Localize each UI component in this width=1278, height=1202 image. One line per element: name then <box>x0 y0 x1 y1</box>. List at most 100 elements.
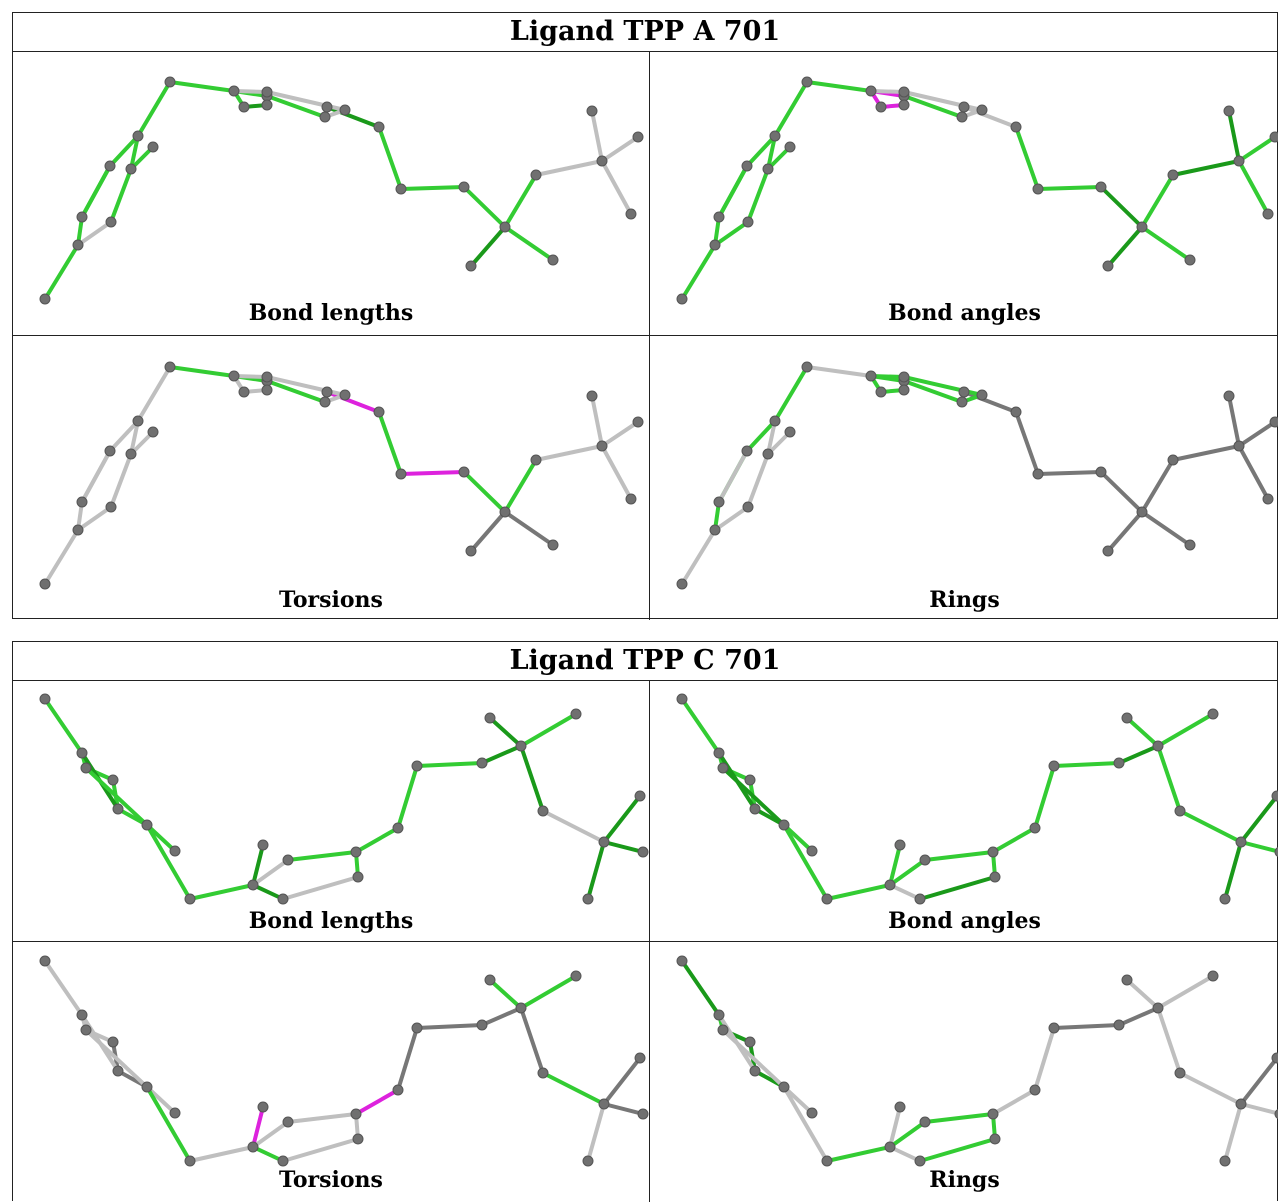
bond <box>713 220 750 247</box>
bond <box>1223 840 1243 901</box>
atom <box>105 501 117 513</box>
bond <box>462 185 507 229</box>
bond <box>1099 470 1144 514</box>
bond <box>251 858 290 887</box>
atom <box>104 445 116 457</box>
bond <box>1033 1026 1056 1092</box>
atom <box>1032 183 1044 195</box>
bond <box>396 764 419 830</box>
atom <box>530 169 542 181</box>
panel-bond-angles: Bond angles <box>650 51 1278 335</box>
atom <box>784 426 796 438</box>
bond <box>888 1105 902 1149</box>
atom <box>339 104 351 116</box>
atom <box>547 539 559 551</box>
atom <box>914 1155 926 1167</box>
atom <box>411 760 423 772</box>
atom <box>537 1067 549 1079</box>
panel-label: Rings <box>929 587 1000 613</box>
panel-torsions: Torsions <box>13 942 649 1202</box>
panel-label: Rings <box>929 1167 1000 1193</box>
bond <box>503 458 538 514</box>
atom <box>598 1098 610 1110</box>
atom <box>319 396 331 408</box>
bond <box>680 243 717 301</box>
bond <box>43 243 80 301</box>
bond <box>746 452 770 509</box>
bond <box>1156 974 1215 1010</box>
atom <box>987 1108 999 1120</box>
atom <box>632 416 644 428</box>
bond <box>188 883 255 901</box>
bond <box>869 374 906 379</box>
atom <box>547 254 559 266</box>
atom <box>598 836 610 848</box>
bond <box>1178 809 1243 844</box>
atom <box>582 893 594 905</box>
bond <box>1014 410 1040 476</box>
bond <box>1239 840 1278 854</box>
atom <box>164 76 176 88</box>
atom <box>515 1002 527 1014</box>
atom <box>465 545 477 557</box>
bond <box>519 1006 545 1075</box>
bond <box>1156 744 1182 813</box>
bond <box>168 365 236 378</box>
atom <box>1048 1022 1060 1034</box>
atom <box>76 747 88 759</box>
bond <box>251 1105 265 1149</box>
atom <box>1233 155 1245 167</box>
bond <box>1223 1102 1243 1163</box>
atom <box>749 1065 761 1077</box>
atom <box>1010 406 1022 418</box>
atom <box>169 1107 181 1119</box>
atom <box>238 101 250 113</box>
atom <box>392 1084 404 1096</box>
atom <box>1207 708 1219 720</box>
atom <box>1271 790 1278 802</box>
bond <box>469 225 507 268</box>
atom <box>458 466 470 478</box>
bond <box>1237 420 1277 448</box>
atom <box>762 163 774 175</box>
atom <box>801 76 813 88</box>
bond <box>1178 1071 1243 1106</box>
bond <box>1156 712 1215 748</box>
panel-bond-lengths: Bond lengths <box>13 680 649 941</box>
atom <box>261 99 273 111</box>
atom <box>76 211 88 223</box>
atom <box>741 160 753 172</box>
atom <box>1207 970 1219 982</box>
bond <box>251 843 265 887</box>
bond <box>281 1137 360 1163</box>
atom <box>395 183 407 195</box>
bond <box>600 444 633 501</box>
bond <box>1237 159 1270 216</box>
panel-divider-horizontal <box>13 335 1278 336</box>
atom <box>1262 208 1274 220</box>
panel-label: Torsions <box>279 1167 383 1193</box>
atom <box>141 1081 153 1093</box>
panel-bond-lengths: Bond lengths <box>13 51 649 335</box>
bond <box>745 134 777 168</box>
bond <box>1036 470 1103 476</box>
atom <box>709 524 721 536</box>
panel-rings: Rings <box>650 942 1278 1202</box>
bond <box>43 528 80 586</box>
atom <box>530 454 542 466</box>
atom <box>107 774 119 786</box>
atom <box>1121 974 1133 986</box>
ligand-block-c: Ligand TPP C 701 Bond lengths Bond angle… <box>12 641 1278 1202</box>
bond <box>1140 173 1175 229</box>
atom <box>596 440 608 452</box>
atom <box>132 415 144 427</box>
atom <box>319 111 331 123</box>
atom <box>1167 454 1179 466</box>
bond <box>1171 159 1241 177</box>
atom <box>1271 1052 1278 1064</box>
atom <box>228 85 240 97</box>
atom <box>784 141 796 153</box>
atom <box>1174 805 1186 817</box>
atom <box>72 239 84 251</box>
bond <box>541 809 606 844</box>
